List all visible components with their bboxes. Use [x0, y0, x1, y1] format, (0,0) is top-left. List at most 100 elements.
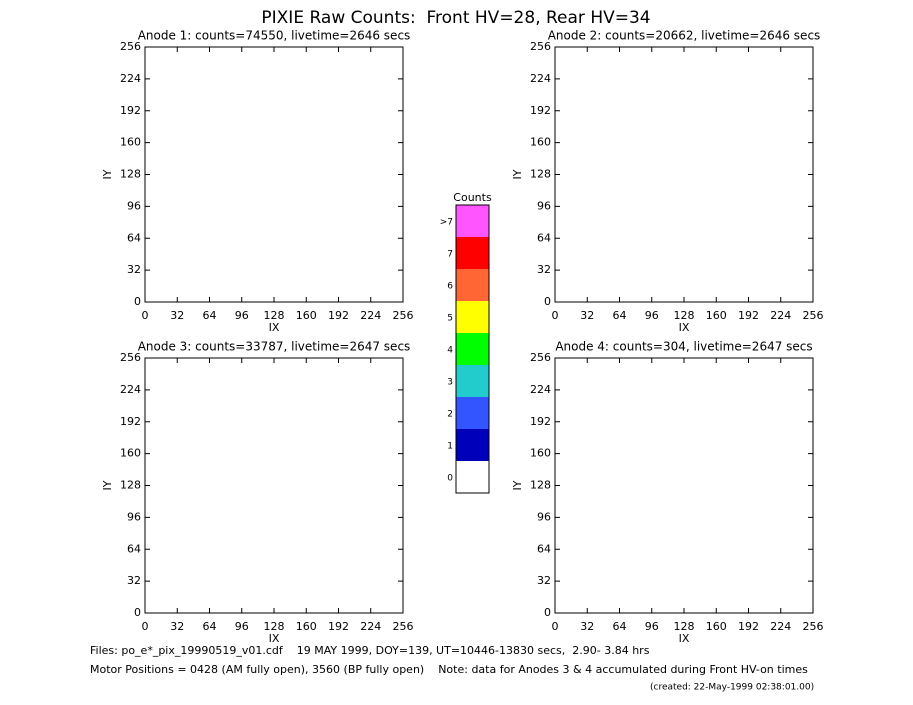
x-tick-label: 96 [645, 620, 659, 633]
y-tick-label: 224 [530, 383, 551, 396]
x-tick-label: 64 [613, 620, 627, 633]
y-tick-label: 128 [530, 168, 551, 181]
y-tick-label: 128 [120, 168, 141, 181]
x-tick-label: 160 [296, 309, 317, 322]
x-tick-label: 160 [706, 620, 727, 633]
y-tick-label: 224 [530, 72, 551, 85]
colorbar-label: 3 [447, 378, 453, 388]
x-axis-label: IX [269, 632, 280, 645]
x-tick-label: 96 [645, 309, 659, 322]
y-tick-label: 32 [127, 263, 141, 276]
colorbar-title: Counts [453, 191, 492, 204]
y-tick-label: 64 [537, 542, 551, 555]
y-tick-label: 32 [537, 574, 551, 587]
x-tick-label: 128 [674, 309, 695, 322]
y-tick-label: 0 [544, 295, 551, 308]
x-tick-label: 192 [738, 620, 759, 633]
x-axis-label: IX [679, 632, 690, 645]
x-tick-label: 32 [580, 309, 594, 322]
colorbar-box [456, 333, 489, 365]
y-tick-label: 160 [530, 136, 551, 149]
colorbar-box [456, 365, 489, 397]
colorbar-box [456, 461, 489, 493]
y-tick-label: 160 [120, 447, 141, 460]
x-tick-label: 64 [203, 309, 217, 322]
colorbar-box [456, 301, 489, 333]
y-tick-label: 64 [127, 231, 141, 244]
y-tick-label: 96 [537, 510, 551, 523]
colorbar-label: 1 [447, 442, 453, 452]
colorbar-label: 2 [447, 410, 453, 420]
x-tick-label: 224 [770, 620, 791, 633]
y-tick-label: 256 [530, 40, 551, 53]
y-axis-label: IY [101, 480, 114, 490]
footer-files: Files: po_e*_pix_19990519_v01.cdf 19 MAY… [90, 644, 650, 657]
y-tick-label: 160 [530, 447, 551, 460]
x-tick-label: 0 [552, 620, 559, 633]
y-tick-label: 224 [120, 72, 141, 85]
x-tick-label: 32 [170, 309, 184, 322]
figure-title: PIXIE Raw Counts: Front HV=28, Rear HV=3… [261, 8, 650, 28]
x-tick-label: 32 [170, 620, 184, 633]
y-tick-label: 160 [120, 136, 141, 149]
colorbar-box [456, 397, 489, 429]
y-axis-label: IY [101, 169, 114, 179]
x-tick-label: 64 [203, 620, 217, 633]
y-tick-label: 256 [530, 351, 551, 364]
y-tick-label: 0 [134, 606, 141, 619]
y-tick-label: 192 [120, 415, 141, 428]
y-tick-label: 96 [537, 199, 551, 212]
x-tick-label: 224 [360, 309, 381, 322]
x-tick-label: 256 [393, 309, 414, 322]
x-tick-label: 96 [235, 309, 249, 322]
panel-title: Anode 4: counts=304, livetime=2647 secs [555, 340, 812, 354]
x-tick-label: 256 [803, 309, 824, 322]
y-tick-label: 192 [120, 104, 141, 117]
y-tick-label: 32 [127, 574, 141, 587]
y-tick-label: 192 [530, 104, 551, 117]
y-tick-label: 256 [120, 351, 141, 364]
x-axis-label: IX [269, 321, 280, 334]
x-tick-label: 64 [613, 309, 627, 322]
y-axis-label: IY [511, 480, 524, 490]
x-tick-label: 192 [328, 309, 349, 322]
x-tick-label: 192 [328, 620, 349, 633]
y-tick-label: 192 [530, 415, 551, 428]
x-tick-label: 128 [264, 620, 285, 633]
panel-title: Anode 1: counts=74550, livetime=2646 sec… [138, 29, 411, 43]
x-tick-label: 224 [770, 309, 791, 322]
x-tick-label: 0 [142, 620, 149, 633]
colorbar-label: 7 [447, 250, 453, 260]
x-tick-label: 0 [552, 309, 559, 322]
footer-created: (created: 22-May-1999 02:38:01.00) [650, 683, 814, 693]
x-tick-label: 160 [296, 620, 317, 633]
y-tick-label: 128 [530, 479, 551, 492]
y-tick-label: 96 [127, 510, 141, 523]
colorbar-label: 5 [447, 314, 453, 324]
colorbar-box [456, 205, 489, 237]
colorbar-box [456, 269, 489, 301]
y-tick-label: 64 [127, 542, 141, 555]
footer-motor: Motor Positions = 0428 (AM fully open), … [90, 663, 808, 676]
y-tick-label: 128 [120, 479, 141, 492]
x-tick-label: 256 [803, 620, 824, 633]
y-tick-label: 0 [544, 606, 551, 619]
x-tick-label: 224 [360, 620, 381, 633]
y-tick-label: 256 [120, 40, 141, 53]
y-tick-label: 0 [134, 295, 141, 308]
x-tick-label: 160 [706, 309, 727, 322]
colorbar-label: 0 [447, 474, 453, 484]
x-tick-label: 0 [142, 309, 149, 322]
y-tick-label: 64 [537, 231, 551, 244]
y-tick-label: 32 [537, 263, 551, 276]
panel-title: Anode 3: counts=33787, livetime=2647 sec… [138, 340, 411, 354]
y-axis-label: IY [511, 169, 524, 179]
x-tick-label: 256 [393, 620, 414, 633]
x-axis-label: IX [679, 321, 690, 334]
x-tick-label: 192 [738, 309, 759, 322]
x-tick-label: 96 [235, 620, 249, 633]
colorbar-label: 6 [447, 282, 453, 292]
y-tick-label: 224 [120, 383, 141, 396]
